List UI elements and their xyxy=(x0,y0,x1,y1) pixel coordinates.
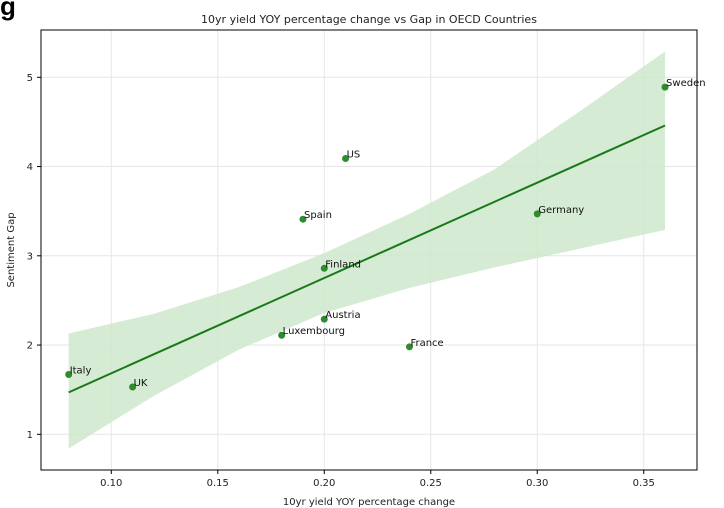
point-luxembourg xyxy=(278,331,286,339)
point-label-spain: Spain xyxy=(304,210,332,221)
chart-title: 10yr yield YOY percentage change vs Gap … xyxy=(201,13,537,26)
x-tick-label: 0.25 xyxy=(420,478,442,489)
confidence-band xyxy=(68,51,666,449)
plot-frame xyxy=(40,29,698,471)
y-tick-label: 4 xyxy=(27,162,33,173)
point-label-uk: UK xyxy=(134,378,148,389)
y-tick-label: 5 xyxy=(27,73,33,84)
point-us xyxy=(342,155,350,163)
y-tick-label: 3 xyxy=(27,251,33,262)
point-sweden xyxy=(661,83,669,91)
point-finland xyxy=(320,264,328,272)
y-tick-label: 2 xyxy=(27,341,33,352)
page-title-fragment: g xyxy=(0,0,16,21)
y-axis-title: Sentiment Gap xyxy=(6,212,17,287)
point-label-germany: Germany xyxy=(538,205,584,216)
y-tick-label: 1 xyxy=(27,430,33,441)
x-axis-title: 10yr yield YOY percentage change xyxy=(283,497,455,508)
point-label-italy: Italy xyxy=(70,366,92,377)
regression-line xyxy=(68,124,666,394)
x-tick-label: 0.35 xyxy=(633,478,655,489)
point-label-finland: Finland xyxy=(325,259,361,270)
points: Italy UK Luxembourg Spain Finland Austria US Fr… xyxy=(65,78,706,391)
point-austria xyxy=(320,315,328,323)
point-label-luxembourg: Luxembourg xyxy=(283,326,345,337)
x-tick-label: 0.15 xyxy=(207,478,229,489)
x-tick-label: 0.10 xyxy=(100,478,122,489)
point-uk xyxy=(129,383,137,391)
point-label-austria: Austria xyxy=(325,310,360,321)
point-label-us: US xyxy=(347,150,361,161)
axis-ticks: 0.10 0.15 0.20 0.25 0.30 0.35 1 2 3 4 5 xyxy=(27,73,655,489)
point-germany xyxy=(533,210,541,218)
x-tick-label: 0.20 xyxy=(313,478,335,489)
point-label-sweden: Sweden xyxy=(666,78,706,89)
point-label-france: France xyxy=(410,338,443,349)
point-france xyxy=(405,343,413,351)
x-tick-label: 0.30 xyxy=(526,478,548,489)
point-italy xyxy=(65,371,73,379)
point-spain xyxy=(299,215,307,223)
